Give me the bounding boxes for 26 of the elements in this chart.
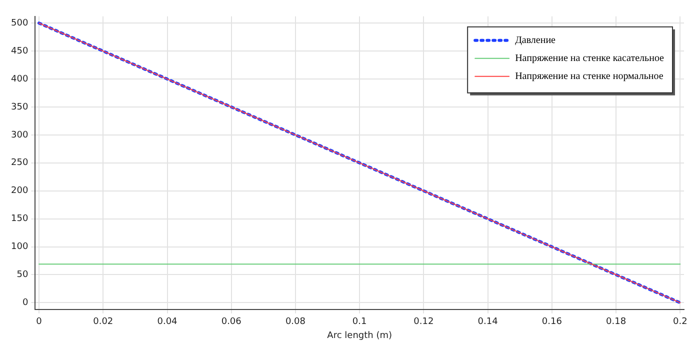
y-tick-label: 200 [10, 186, 28, 196]
x-tick-label: 0.12 [414, 317, 434, 328]
y-tick-label: 400 [10, 74, 28, 84]
x-tick-label: 0.08 [285, 317, 306, 328]
x-tick-label: 0.06 [221, 317, 242, 328]
x-tick-label: 0.02 [93, 317, 114, 328]
x-tick-label: 0.04 [157, 317, 178, 328]
x-tick-label: 0 [36, 317, 42, 328]
y-tick-label: 50 [16, 270, 28, 280]
y-tick-label: 0 [22, 298, 28, 308]
y-tick-label: 150 [10, 214, 28, 224]
y-tick-label: 250 [10, 158, 28, 168]
x-tick-label: 0.2 [672, 317, 688, 328]
y-tick-label: 450 [10, 46, 28, 56]
x-axis-title: Arc length (m) [327, 330, 392, 341]
x-tick-label: 0.14 [478, 317, 498, 328]
legend-label: Давление [515, 35, 556, 46]
x-tick-label: 0.1 [352, 317, 367, 328]
y-tick-label: 500 [10, 18, 28, 28]
legend-label: Напряжение на стенке касательное [515, 53, 665, 64]
legend-label: Напряжение на стенке нормальное [515, 71, 664, 82]
y-tick-label: 350 [10, 102, 28, 112]
x-tick-label: 0.18 [606, 317, 626, 328]
x-tick-label: 0.16 [542, 317, 562, 328]
y-tick-label: 300 [10, 130, 28, 140]
y-tick-label: 100 [10, 242, 28, 252]
